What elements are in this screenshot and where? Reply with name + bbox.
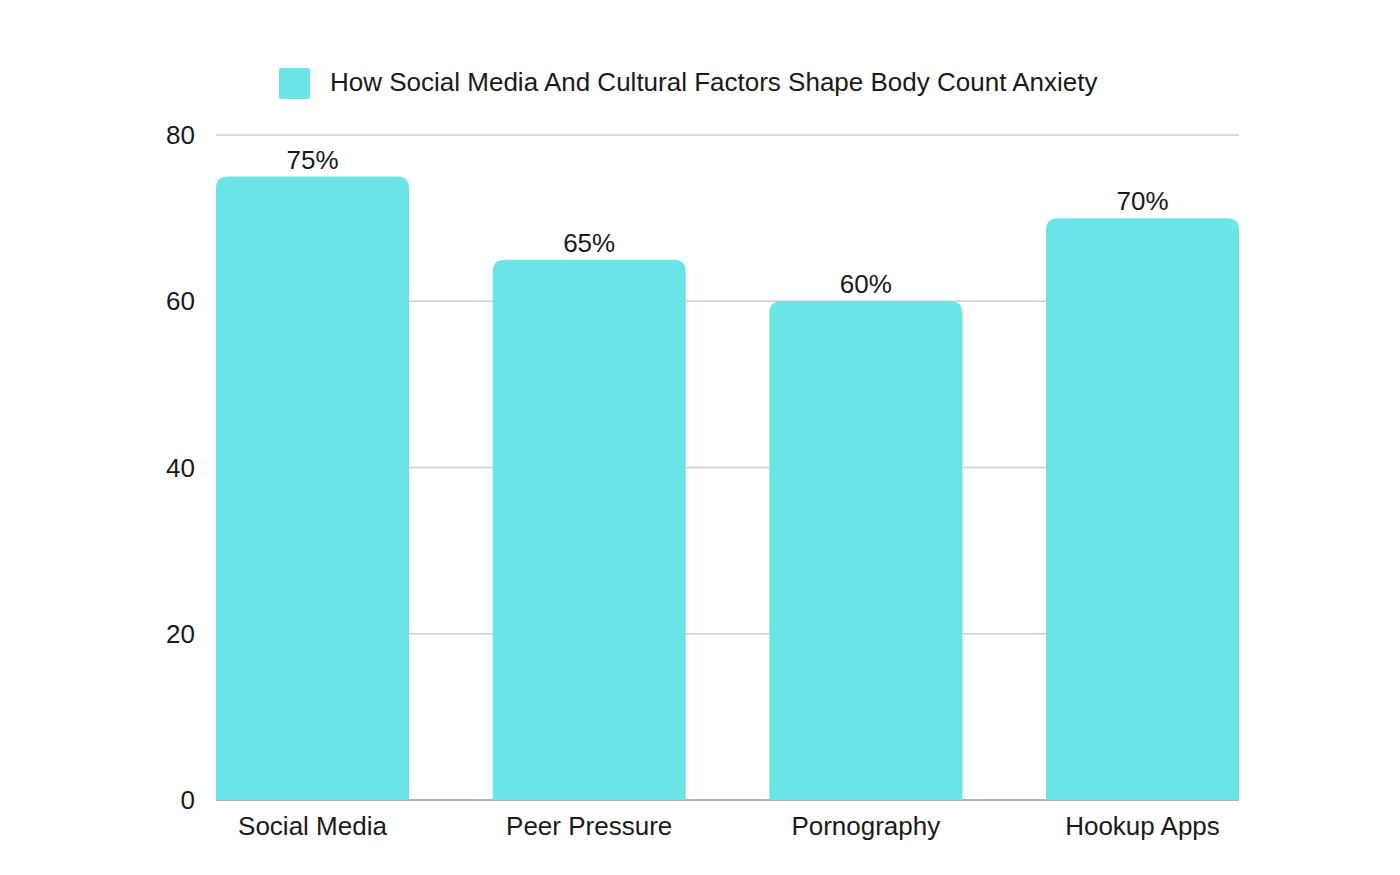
x-tick-label: Pornography [791, 811, 940, 841]
data-label: 60% [840, 269, 892, 299]
bars [216, 177, 1239, 800]
chart-container: 0 20 40 60 80 75% 65% 60% 70% Social Media Peer Pr… [0, 0, 1400, 875]
grid-line [216, 134, 1239, 136]
data-label: 70% [1116, 186, 1168, 216]
x-tick-label: Peer Pressure [506, 811, 672, 841]
data-label: 65% [563, 228, 615, 258]
data-label: 75% [286, 145, 338, 175]
y-tick-label: 0 [181, 785, 195, 815]
bar [1046, 218, 1239, 800]
y-tick-label: 80 [166, 120, 195, 150]
bar [216, 177, 409, 800]
x-tick-label: Hookup Apps [1065, 811, 1220, 841]
y-tick-label: 40 [166, 453, 195, 483]
legend: How Social Media And Cultural Factors Sh… [279, 67, 1097, 99]
bar [493, 260, 686, 800]
grid [216, 135, 1239, 800]
chart-svg: 0 20 40 60 80 75% 65% 60% 70% Social Media Peer Pr… [0, 0, 1400, 875]
bar [769, 301, 962, 800]
legend-label: How Social Media And Cultural Factors Sh… [330, 67, 1097, 97]
y-tick-label: 20 [166, 619, 195, 649]
y-tick-label: 60 [166, 286, 195, 316]
legend-swatch [279, 68, 310, 99]
x-tick-label: Social Media [238, 811, 387, 841]
